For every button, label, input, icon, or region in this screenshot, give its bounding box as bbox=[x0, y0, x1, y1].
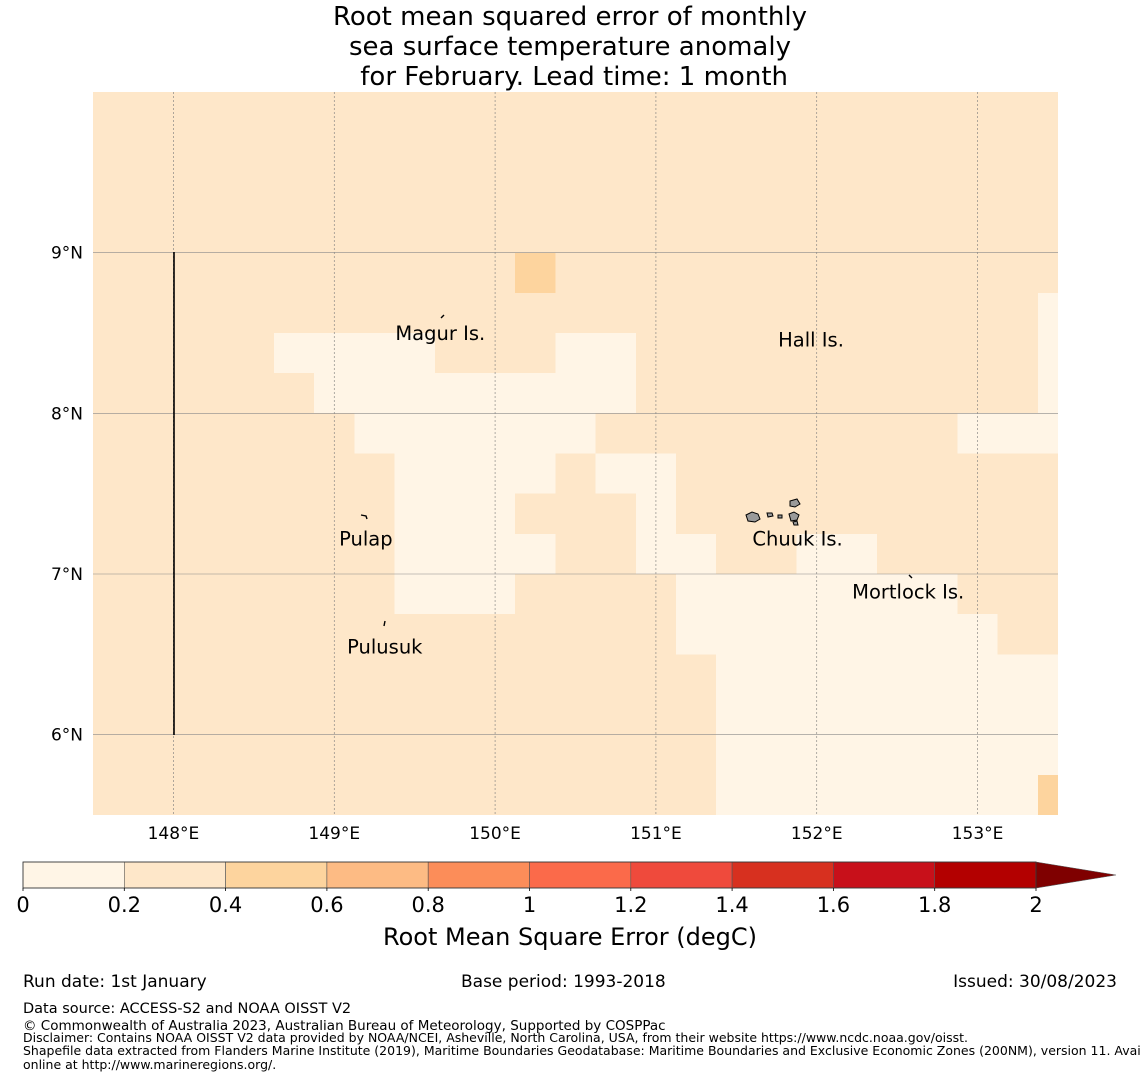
colorbar: 0 0.2 0.4 0.6 0.8 1 1.2 1.4 1.6 1.8 2 Root Mean Squ… bbox=[16, 861, 1117, 951]
chuuk-island-shape bbox=[745, 511, 761, 523]
place-label: Pulap bbox=[339, 528, 393, 551]
chuuk-island-shape bbox=[777, 514, 783, 519]
colorbar-tick-label: 0.2 bbox=[108, 893, 141, 917]
colorbar-tick-label: 0.8 bbox=[411, 893, 444, 917]
lat-tick-label: 6°N bbox=[51, 726, 83, 746]
issued-date: Issued: 30/08/2023 bbox=[953, 972, 1117, 992]
copyright: © Commonwealth of Australia 2023, Austra… bbox=[23, 1018, 666, 1034]
lon-tick-label: 153°E bbox=[952, 824, 1004, 844]
place-labels: Magur Is. Hall Is. Pulap Chuuk Is. Mortlock … bbox=[339, 322, 964, 658]
map-cell-0-0.2 bbox=[676, 533, 717, 574]
map-cell-0-0.2 bbox=[595, 453, 677, 494]
colorbar-extend-arrow bbox=[1035, 861, 1117, 889]
map-cells bbox=[93, 92, 1058, 815]
lat-tick-label: 9°N bbox=[51, 244, 83, 264]
colorbar-tick-label: 0.6 bbox=[310, 893, 343, 917]
lat-tick-label: 7°N bbox=[51, 565, 83, 585]
colorbar-segment bbox=[934, 861, 1037, 889]
title-line-3: for February. Lead time: 1 month bbox=[352, 62, 788, 92]
map-cell-0-0.2 bbox=[796, 533, 878, 574]
map-cell-0-0.2 bbox=[394, 453, 556, 494]
pulap-island-shape bbox=[360, 514, 368, 520]
map-cell-0-0.2 bbox=[273, 333, 315, 374]
shapefile-credit: Shapefile data extracted from Flanders M… bbox=[23, 1043, 1140, 1058]
colorbar-segment bbox=[529, 861, 632, 889]
map-cell-0.4-0.6 bbox=[1037, 774, 1058, 815]
place-label: Magur Is. bbox=[395, 322, 485, 345]
island-outlines bbox=[360, 314, 913, 627]
disclaimer: Disclaimer: Contains NOAA OISST V2 data … bbox=[23, 1030, 968, 1045]
map-cell-0.4-0.6 bbox=[515, 252, 556, 293]
chuuk-island-shape bbox=[788, 511, 800, 522]
mortlock-island-shape bbox=[908, 574, 913, 579]
colorbar-tick-label: 1.4 bbox=[715, 893, 748, 917]
lon-tick-label: 149°E bbox=[308, 824, 360, 844]
map-cell-0-0.2 bbox=[555, 333, 636, 414]
map-axis-labels: 148°E 149°E 150°E 151°E 152°E 153°E 6°N 7°N 8°N 9… bbox=[51, 244, 1003, 844]
magur-island-shape bbox=[440, 314, 445, 319]
colorbar-tick-label: 2 bbox=[1029, 893, 1042, 917]
chuuk-island-shape bbox=[792, 520, 799, 526]
colorbar-tick-label: 1 bbox=[523, 893, 536, 917]
title-line-1: Root mean squared error of monthly bbox=[332, 2, 808, 32]
colorbar-label: Root Mean Square Error (degC) bbox=[383, 923, 757, 951]
pulusuk-island-shape bbox=[383, 620, 386, 627]
map-cell-0-0.2 bbox=[394, 493, 516, 574]
chuuk-island-shape bbox=[766, 512, 774, 518]
map-cell-0-0.2 bbox=[1037, 292, 1058, 414]
map-cell-0-0.2 bbox=[394, 574, 516, 615]
title-line-2: sea surface temperature anomaly bbox=[349, 32, 791, 62]
data-source: Data source: ACCESS-S2 and NOAA OISST V2 bbox=[23, 1001, 352, 1017]
place-label: Chuuk Is. bbox=[752, 528, 842, 551]
shapefile-url: online at http://www.marineregions.org/. bbox=[23, 1057, 277, 1072]
lon-tick-label: 151°E bbox=[630, 824, 682, 844]
colorbar-segment bbox=[225, 861, 328, 889]
map-cell-0-0.2 bbox=[354, 413, 596, 454]
chart-title: Root mean squared error of monthly sea s… bbox=[0, 2, 1140, 92]
map-cell-0-0.2 bbox=[515, 533, 556, 574]
colorbar-tick-label: 0 bbox=[16, 893, 29, 917]
base-period: Base period: 1993-2018 bbox=[461, 972, 666, 992]
lon-tick-label: 148°E bbox=[148, 824, 200, 844]
lon-tick-label: 152°E bbox=[791, 824, 843, 844]
colorbar-segment bbox=[326, 861, 429, 889]
colorbar-segment bbox=[731, 861, 834, 889]
lon-tick-label: 150°E bbox=[469, 824, 521, 844]
colorbar-tick-label: 1.8 bbox=[918, 893, 951, 917]
place-label: Pulusuk bbox=[347, 635, 423, 658]
colorbar-tick-label: 1.6 bbox=[817, 893, 850, 917]
chuuk-island-shape bbox=[789, 498, 801, 508]
place-label: Hall Is. bbox=[778, 328, 844, 351]
colorbar-tick-label: 1.2 bbox=[614, 893, 647, 917]
colorbar-segment bbox=[124, 861, 226, 889]
lat-tick-label: 8°N bbox=[51, 404, 83, 424]
run-date: Run date: 1st January bbox=[23, 972, 207, 992]
place-label: Mortlock Is. bbox=[852, 581, 964, 604]
colorbar-segment bbox=[22, 861, 125, 889]
map-cell-0-0.2 bbox=[957, 413, 1058, 454]
colorbar-segment bbox=[630, 861, 733, 889]
map-cell-0-0.2 bbox=[314, 333, 435, 414]
map-cell-0-0.2 bbox=[716, 654, 1058, 695]
colorbar-tick-label: 0.4 bbox=[209, 893, 242, 917]
colorbar-segment bbox=[833, 861, 936, 889]
colorbar-segment bbox=[427, 861, 530, 889]
map-gridlines bbox=[93, 92, 1058, 815]
map-cell-0-0.2 bbox=[716, 774, 1038, 815]
